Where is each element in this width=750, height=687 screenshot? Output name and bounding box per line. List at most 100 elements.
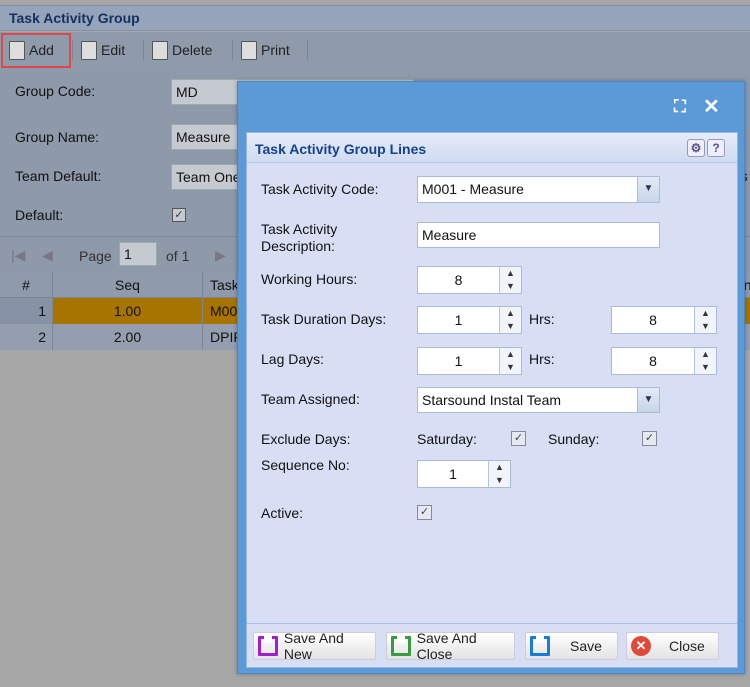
save-icon	[530, 636, 550, 656]
settings-icon[interactable]: ⚙	[687, 139, 705, 157]
page-label: Page	[79, 248, 112, 264]
divider	[232, 40, 233, 60]
print-button[interactable]: Print	[241, 39, 290, 61]
spinner-icon[interactable]: ▲ ▼	[499, 307, 521, 333]
description-input[interactable]: Measure	[417, 222, 660, 248]
hours-label: Working Hours:	[261, 271, 358, 287]
working-hours-stepper[interactable]: 8 ▲ ▼	[417, 266, 522, 294]
col-num[interactable]: #	[0, 272, 53, 297]
delete-label: Delete	[172, 42, 213, 58]
group-name-label: Group Name:	[15, 129, 100, 145]
team-assigned-select[interactable]: Starsound Instal Team ▼	[417, 387, 660, 413]
duration-hrs-value: 8	[649, 312, 657, 328]
save-and-close-button[interactable]: Save And Close	[386, 630, 515, 662]
duration-days-stepper[interactable]: 1 ▲ ▼	[417, 306, 522, 334]
delete-button[interactable]: Delete	[152, 39, 212, 61]
row-seq: 1.00	[53, 298, 203, 324]
sunday-checkbox[interactable]: ✓	[642, 431, 657, 446]
row-seq: 2.00	[53, 324, 203, 350]
seq-value: 1	[449, 466, 457, 482]
task-activity-code-select[interactable]: M001 - Measure ▼	[417, 176, 660, 203]
code-label: Task Activity Code:	[261, 181, 379, 197]
sunday-label: Sunday:	[548, 431, 600, 447]
lag-hrs-value: 8	[649, 353, 657, 369]
add-label: Add	[29, 42, 54, 58]
lag-hrs-label: Hrs:	[529, 351, 555, 367]
window-title: Task Activity Group	[9, 10, 140, 26]
spinner-icon[interactable]: ▲ ▼	[499, 267, 521, 293]
seq-label: Sequence No:	[261, 457, 350, 473]
saturday-checkbox[interactable]: ✓	[511, 431, 526, 446]
hours-value: 8	[454, 272, 463, 288]
team-default-label: Team Default:	[15, 168, 102, 184]
lag-label: Lag Days:	[261, 351, 325, 367]
spinner-icon[interactable]: ▲ ▼	[488, 461, 510, 487]
print-label: Print	[261, 42, 290, 58]
code-value: M001 - Measure	[422, 181, 524, 197]
save-and-new-button[interactable]: Save And New	[253, 630, 376, 662]
lag-days-stepper[interactable]: 1 ▲ ▼	[417, 347, 522, 375]
edit-icon	[81, 40, 97, 60]
page-input[interactable]: 1	[119, 242, 157, 266]
row-num: 1	[0, 298, 53, 324]
row-task: M00	[203, 298, 243, 324]
desc-label-1: Task Activity	[261, 221, 338, 237]
close-icon: ✕	[631, 636, 651, 656]
duration-days-value: 1	[454, 312, 463, 328]
chevron-down-icon[interactable]: ▼	[637, 177, 659, 202]
default-checkbox[interactable]: ✓	[172, 208, 186, 222]
add-button[interactable]: Add	[9, 39, 54, 61]
saturday-label: Saturday:	[417, 431, 477, 447]
save-and-new-label: Save And New	[283, 630, 344, 662]
hrs-label: Hrs:	[529, 311, 555, 327]
desc-label-2: Description:	[261, 238, 335, 254]
active-checkbox[interactable]: ✓	[417, 505, 432, 520]
default-label: Default:	[15, 207, 64, 223]
save-button[interactable]: Save	[525, 632, 618, 660]
team-value: Starsound Instal Team	[422, 392, 562, 408]
duration-hrs-stepper[interactable]: 8 ▲ ▼	[611, 306, 717, 334]
save-icon	[391, 636, 411, 656]
print-icon	[241, 40, 257, 60]
panel-header: Task Activity Group Lines ⚙ ?	[247, 133, 737, 163]
close-icon[interactable]: ✕	[703, 96, 720, 118]
close-button[interactable]: ✕ Close	[626, 632, 719, 660]
page-count: of 1	[166, 248, 190, 264]
panel-title: Task Activity Group Lines	[255, 141, 427, 157]
help-icon[interactable]: ?	[707, 139, 725, 157]
divider	[143, 40, 144, 60]
close-label: Close	[669, 638, 705, 654]
group-lines-panel: Task Activity Group Lines ⚙ ? Task Activ…	[246, 132, 738, 668]
group-code-label: Group Code:	[15, 83, 96, 99]
active-label: Active:	[261, 505, 304, 521]
col-seq[interactable]: Seq	[53, 272, 203, 297]
exclude-label: Exclude Days:	[261, 431, 351, 447]
divider	[307, 40, 308, 60]
edit-label: Edit	[101, 42, 126, 58]
spinner-icon[interactable]: ▲ ▼	[694, 348, 716, 374]
window-titlebar: Task Activity Group	[0, 5, 750, 31]
maximize-icon[interactable]: ⛶	[674, 97, 686, 116]
next-page-icon[interactable]: ▶	[215, 247, 226, 263]
task-activity-dialog: ⛶ ✕ Task Activity Group Lines ⚙ ? Task A…	[237, 81, 745, 674]
add-icon	[9, 40, 25, 60]
team-label: Team Assigned:	[261, 391, 360, 407]
delete-icon	[152, 40, 168, 60]
lag-hrs-stepper[interactable]: 8 ▲ ▼	[611, 347, 717, 375]
spinner-icon[interactable]: ▲ ▼	[694, 307, 716, 333]
save-and-close-label: Save And Close	[416, 630, 477, 662]
save-label: Save	[570, 638, 602, 654]
duration-label: Task Duration Days:	[261, 311, 387, 327]
dialog-footer: Save And New Save And Close Save ✕ Close	[247, 623, 737, 667]
prev-page-icon[interactable]: ◀	[42, 247, 53, 263]
edit-button[interactable]: Edit	[81, 39, 125, 61]
chevron-down-icon[interactable]: ▼	[637, 388, 659, 412]
spinner-icon[interactable]: ▲ ▼	[499, 348, 521, 374]
sequence-stepper[interactable]: 1 ▲ ▼	[417, 460, 511, 488]
lag-days-value: 1	[454, 353, 463, 369]
first-page-icon[interactable]: |◀	[11, 247, 26, 263]
row-num: 2	[0, 324, 53, 350]
highlight-box	[1, 33, 71, 68]
save-icon	[258, 636, 278, 656]
divider	[72, 40, 73, 60]
